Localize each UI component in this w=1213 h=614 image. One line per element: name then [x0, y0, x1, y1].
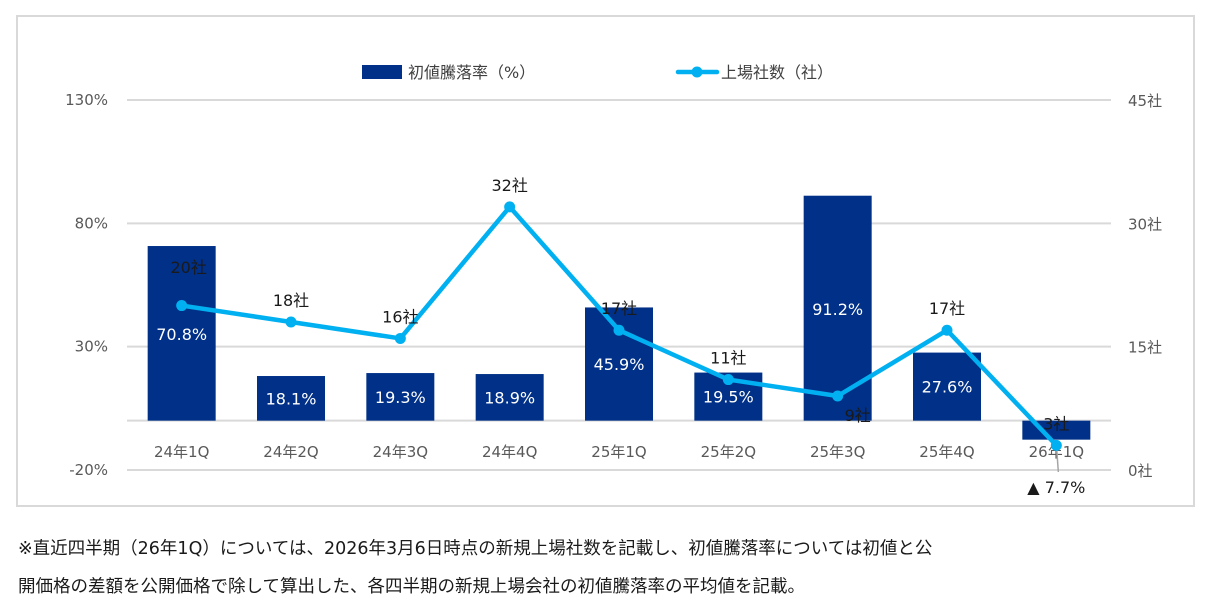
bar-data-label: 18.1%: [266, 389, 317, 408]
bar: [257, 376, 325, 421]
category-label: 24年3Q: [373, 443, 428, 461]
left-axis-tick-label: -20%: [69, 461, 108, 479]
line-data-label: 3社: [1043, 414, 1069, 433]
bar-data-label: 91.2%: [812, 300, 863, 319]
line-marker: [176, 300, 188, 312]
category-label: 25年1Q: [591, 443, 646, 461]
category-label: 25年3Q: [810, 443, 865, 461]
left-axis-tick-label: 80%: [75, 214, 108, 232]
bar: [147, 246, 216, 421]
line-marker: [613, 324, 625, 336]
bar-data-label: 18.9%: [484, 388, 535, 407]
line-data-label: 20社: [170, 258, 206, 277]
bar-data-label: 19.3%: [375, 388, 426, 407]
chart: -20% 30% 80% 130% 0社 15社 30社 45社 24年1Q 24年2Q 24年3Q…: [65, 63, 1162, 497]
line-data-label: 32社: [491, 176, 527, 195]
line-marker: [394, 332, 406, 344]
legend-line-label: 上場社数（社）: [721, 63, 833, 82]
line-data-label: 9社: [845, 406, 871, 425]
line-marker: [1050, 439, 1062, 451]
bar: [475, 374, 544, 421]
line-data-label: 11社: [710, 349, 746, 368]
line-marker: [285, 316, 297, 328]
category-label: 24年4Q: [482, 443, 537, 461]
line-data-label: 16社: [382, 307, 418, 326]
footnote: ※直近四半期（26年1Q）については、2026年3月6日時点の新規上場社数を記載…: [18, 530, 1208, 606]
category-label: 24年1Q: [154, 443, 209, 461]
category-label: 25年2Q: [701, 443, 756, 461]
footnote-line-1: ※直近四半期（26年1Q）については、2026年3月6日時点の新規上場社数を記載…: [18, 539, 933, 559]
bar: [913, 352, 981, 421]
bar: [366, 373, 435, 421]
line-marker: [722, 374, 734, 386]
bar-data-label: 19.5%: [703, 388, 754, 407]
right-axis-tick-label: 45社: [1128, 92, 1162, 110]
legend-bar-swatch: [362, 65, 402, 79]
category-label: 25年4Q: [919, 443, 974, 461]
line-data-label: 17社: [601, 299, 637, 318]
line-data-label: 17社: [929, 299, 965, 318]
footnote-line-2: 開価格の差額を公開価格で除して算出した、各四半期の新規上場会社の初値騰落率の平均…: [18, 577, 805, 597]
bar-data-label: ▲ 7.7%: [1027, 478, 1085, 497]
bar-data-label: 70.8%: [156, 325, 207, 344]
line-marker: [941, 324, 953, 336]
legend-line-marker: [691, 66, 703, 78]
line-marker: [832, 390, 844, 402]
legend-bar-label: 初値騰落率（%）: [408, 63, 535, 82]
left-axis-tick-label: 30%: [75, 338, 108, 356]
line-marker: [504, 201, 516, 213]
bar-data-label: 45.9%: [594, 355, 645, 374]
category-label: 24年2Q: [263, 443, 318, 461]
left-axis-tick-label: 130%: [65, 91, 108, 109]
right-axis-tick-label: 30社: [1128, 215, 1162, 233]
right-axis-tick-label: 0社: [1128, 462, 1153, 480]
bar-data-label: 27.6%: [922, 378, 973, 397]
right-axis-tick-label: 15社: [1128, 339, 1162, 357]
line-data-label: 18社: [273, 291, 309, 310]
